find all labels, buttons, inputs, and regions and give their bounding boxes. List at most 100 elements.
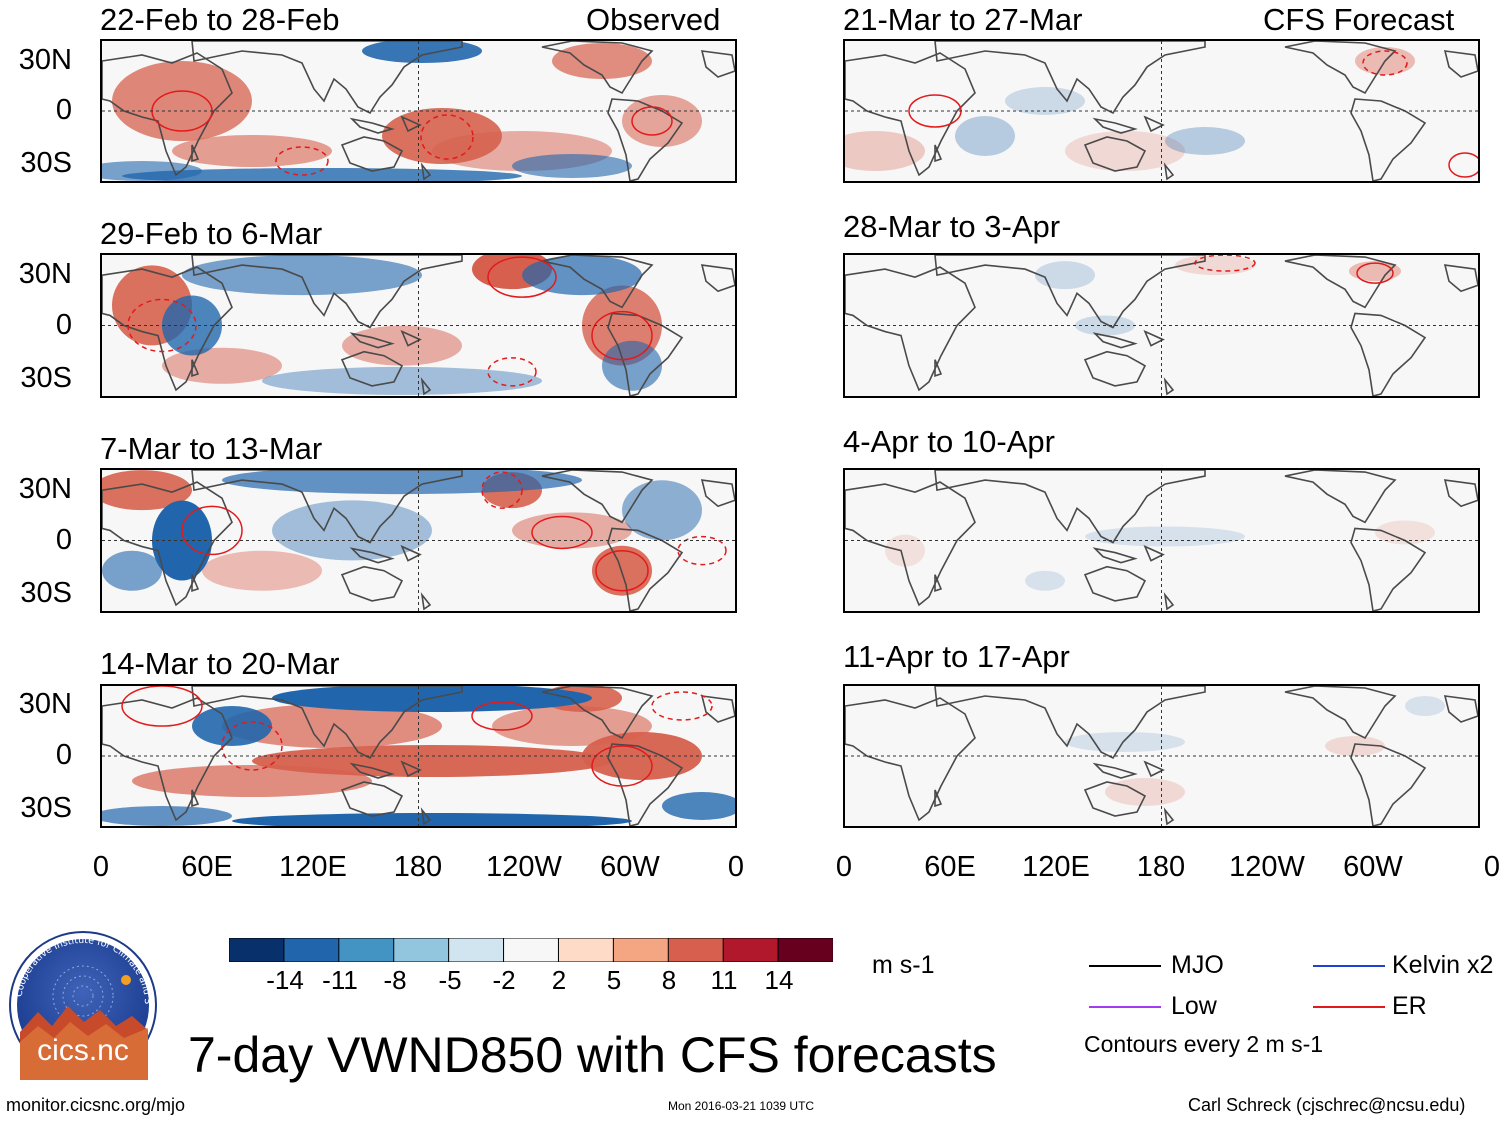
negative-anomaly xyxy=(1005,87,1085,115)
continent-outline xyxy=(191,359,200,377)
fc-map-3 xyxy=(845,470,1478,611)
continent-outline xyxy=(541,470,654,524)
lon-label: 120W xyxy=(1229,851,1305,883)
legend-label-mjo: MJO xyxy=(1171,951,1224,979)
negative-anomaly xyxy=(182,255,422,296)
continent-outline xyxy=(700,264,735,293)
continent-outline xyxy=(191,41,463,115)
lat-label-eq: 0 xyxy=(55,94,72,126)
continent-outline xyxy=(1083,781,1147,817)
legend-line-mjo xyxy=(1089,965,1161,967)
footer-url[interactable]: monitor.cicsnc.org/mjo xyxy=(6,1095,186,1115)
lat-label-30s: 30S xyxy=(20,362,72,394)
continent-outline xyxy=(191,789,200,808)
positive-anomaly xyxy=(172,135,332,167)
er-contour xyxy=(275,146,329,176)
colorbar-swatch xyxy=(228,937,285,963)
continent-outline xyxy=(607,98,684,181)
positive-anomaly xyxy=(222,704,442,748)
continent-outline xyxy=(102,52,233,177)
obs-panel-1-title: 22-Feb to 28-Feb xyxy=(100,2,340,37)
continent-outline xyxy=(845,266,976,392)
lon-label: 120W xyxy=(486,851,562,883)
positive-anomaly xyxy=(1375,520,1435,545)
continent-outline xyxy=(1163,162,1175,181)
continent-outline xyxy=(349,547,395,564)
continent-outline xyxy=(1083,565,1147,602)
continent-outline xyxy=(1092,117,1138,134)
continent-outline xyxy=(1284,41,1397,95)
negative-anomaly xyxy=(122,168,522,181)
continent-outline xyxy=(1350,527,1427,611)
continent-outline xyxy=(700,50,735,78)
continent-outline xyxy=(340,350,404,387)
obs-map-2 xyxy=(102,255,735,396)
lon-label: 60W xyxy=(1343,851,1403,883)
fc-map-panel-4 xyxy=(843,684,1480,828)
continent-outline xyxy=(1143,329,1165,347)
fc-panel-2-title: 28-Mar to 3-Apr xyxy=(843,209,1061,244)
colorbar-tick-label: 11 xyxy=(710,965,738,995)
continent-outline xyxy=(340,565,404,602)
legend-label-low: Low xyxy=(1171,992,1217,1020)
colorbar-tick-label: 14 xyxy=(764,965,794,995)
continent-outline xyxy=(934,470,1206,544)
continent-outline xyxy=(191,686,463,760)
continent-outline xyxy=(607,312,684,396)
positive-anomaly xyxy=(162,347,282,384)
negative-anomaly xyxy=(272,500,432,561)
continent-outline xyxy=(934,255,1206,329)
negative-anomaly xyxy=(1065,732,1185,752)
negative-anomaly xyxy=(102,161,202,181)
negative-anomaly xyxy=(1085,526,1245,547)
lat-label-30s: 30S xyxy=(20,147,72,179)
positive-anomaly xyxy=(132,765,372,797)
continent-outline xyxy=(191,255,463,329)
continent-outline xyxy=(934,144,943,163)
negative-anomaly xyxy=(362,41,482,63)
lon-label: 180 xyxy=(1136,851,1186,883)
continent-outlines xyxy=(102,41,735,181)
continent-outline xyxy=(191,574,200,592)
er-contour xyxy=(1194,255,1256,272)
obs-panel-2-title: 29-Feb to 6-Mar xyxy=(100,216,323,251)
colorbar-swatch xyxy=(393,937,450,963)
negative-anomaly xyxy=(222,470,582,495)
continent-outline xyxy=(700,479,735,508)
continent-outline xyxy=(1284,255,1397,309)
continent-outline xyxy=(191,144,200,163)
continent-outline xyxy=(934,41,1206,115)
continent-outline xyxy=(1092,762,1138,779)
positive-anomaly xyxy=(552,43,652,79)
continent-outline xyxy=(340,781,404,817)
obs-panel-4-title: 14-Mar to 20-Mar xyxy=(100,646,340,681)
negative-anomaly xyxy=(232,813,632,826)
er-contour xyxy=(487,256,557,298)
continent-outline xyxy=(1350,312,1427,396)
negative-anomaly xyxy=(1405,696,1445,716)
er-contour xyxy=(1362,50,1408,76)
lat-label-30n: 30N xyxy=(18,44,72,76)
lon-label: 0 xyxy=(835,851,853,883)
colorbar-swatch xyxy=(503,937,560,963)
colorbar-tick-label: -11 xyxy=(322,965,358,995)
continent-outline xyxy=(420,162,432,181)
positive-anomaly xyxy=(622,95,702,147)
negative-anomaly xyxy=(522,255,642,296)
er-contour xyxy=(487,357,537,387)
er-contour xyxy=(631,106,673,136)
er-contour xyxy=(651,691,713,721)
continent-outline xyxy=(1092,332,1138,349)
fc-map-panel-1 xyxy=(843,39,1480,183)
forecast-label: CFS Forecast xyxy=(1263,2,1455,37)
colorbar-swatch xyxy=(612,937,670,963)
fc-panel-3-title: 4-Apr to 10-Apr xyxy=(843,424,1055,459)
negative-anomaly xyxy=(272,686,592,712)
lon-label: 0 xyxy=(1483,851,1500,883)
continent-outlines xyxy=(845,686,1478,826)
legend-line-er xyxy=(1313,1006,1385,1008)
positive-anomaly xyxy=(102,470,192,511)
continent-outline xyxy=(541,686,654,740)
colorbar-swatch xyxy=(557,937,615,963)
er-contour xyxy=(121,686,203,727)
